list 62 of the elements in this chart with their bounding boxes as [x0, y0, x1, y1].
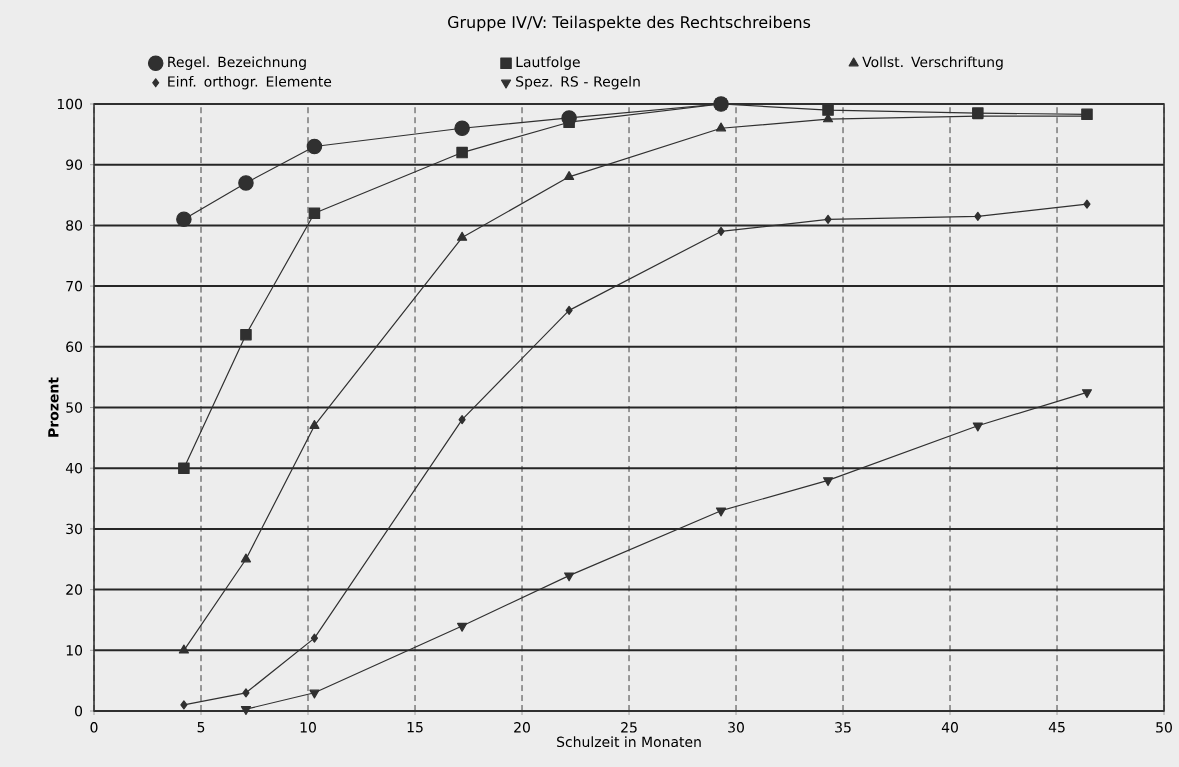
point: [564, 171, 575, 181]
x-tick-label: 25: [621, 722, 637, 733]
point: [564, 572, 575, 582]
point: [457, 622, 468, 632]
point: [972, 422, 983, 432]
legend-label: Spez. RS - Regeln: [516, 75, 640, 90]
y-tick-label: 20: [66, 584, 83, 595]
y-tick-label: 0: [75, 705, 83, 717]
y-axis-title: Prozent: [48, 377, 59, 437]
point: [974, 211, 982, 221]
legend-label: Lautfolge: [516, 56, 580, 70]
point: [458, 415, 466, 425]
point: [309, 689, 320, 699]
point: [822, 104, 834, 116]
point: [176, 211, 192, 228]
point: [456, 146, 468, 159]
point: [240, 553, 252, 563]
y-tick-label: 100: [57, 98, 83, 110]
point: [454, 120, 470, 137]
y-tick-label: 80: [66, 220, 83, 231]
x-tick-label: 0: [90, 722, 98, 733]
point: [822, 477, 834, 487]
x-axis-title: Schulzeit in Monaten: [557, 736, 701, 748]
x-tick-label: 50: [1156, 722, 1172, 733]
point: [238, 175, 254, 191]
y-tick-label: 70: [66, 280, 83, 292]
y-tick-label: 10: [66, 645, 83, 656]
legend-label: Vollst. Verschriftung: [862, 56, 1003, 70]
point: [565, 305, 573, 315]
point: [1083, 199, 1091, 209]
x-tick-label: 35: [835, 722, 851, 733]
y-tick-label: 60: [66, 341, 83, 353]
x-tick-label: 10: [300, 722, 316, 733]
point: [309, 419, 320, 429]
point: [715, 507, 727, 517]
point: [310, 633, 319, 643]
y-tick-label: 50: [66, 402, 83, 413]
chart-title: Gruppe IV/V: Teilaspekte des Rechtschreibens: [448, 15, 811, 32]
y-tick-label: 30: [66, 523, 83, 535]
legend-label: Einf. orthogr. Elemente: [168, 75, 332, 90]
x-tick-label: 15: [407, 722, 423, 733]
legend-label: Regel. Bezeichnung: [168, 56, 306, 70]
point: [457, 231, 468, 241]
y-tick-label: 40: [65, 462, 83, 474]
point: [715, 122, 727, 132]
y-tick-label: 90: [66, 159, 83, 170]
point: [240, 328, 252, 341]
point: [717, 226, 725, 237]
point: [1081, 389, 1093, 399]
x-tick-label: 40: [941, 722, 958, 733]
point: [306, 138, 323, 155]
point: [824, 214, 832, 224]
x-tick-label: 45: [1048, 722, 1065, 733]
point: [178, 462, 190, 474]
x-tick-label: 5: [197, 722, 205, 733]
point: [242, 688, 250, 698]
point: [180, 700, 188, 710]
x-tick-label: 20: [514, 722, 530, 733]
point: [178, 644, 189, 654]
point: [240, 705, 252, 715]
point: [308, 207, 321, 220]
x-tick-label: 30: [728, 722, 744, 733]
